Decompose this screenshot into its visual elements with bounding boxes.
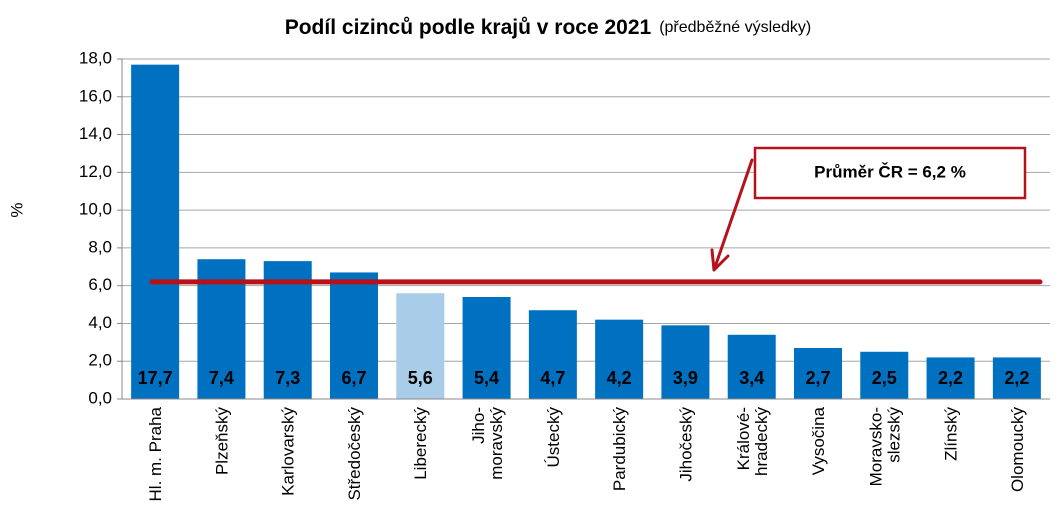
value-label: 5,6: [408, 368, 433, 388]
y-tick-label: 14,0: [79, 124, 112, 143]
value-label: 3,4: [739, 368, 764, 388]
value-label: 7,4: [209, 368, 234, 388]
bar: [330, 272, 378, 399]
bar: [926, 357, 975, 399]
value-label: 2,7: [805, 368, 830, 388]
bar: [462, 297, 511, 399]
y-tick-label: 8,0: [88, 237, 112, 256]
x-tick-label: Karlovarský: [279, 407, 298, 496]
x-tick-label: Hl. m. Praha: [146, 406, 165, 501]
y-tick-label: 10,0: [79, 200, 112, 219]
annotation-box: [753, 146, 1027, 200]
x-tick-label: Vysočina: [809, 406, 828, 475]
bar: [992, 357, 1041, 399]
value-label: 6,7: [341, 368, 366, 388]
x-tick-label: Jihočeský: [676, 407, 695, 482]
y-tick-label: 2,0: [88, 351, 112, 370]
value-label: 2,2: [938, 368, 963, 388]
y-tick-label: 0,0: [88, 388, 112, 407]
value-label: 2,2: [1004, 368, 1029, 388]
bar: [860, 351, 909, 399]
x-tick-label: Plzeňský: [212, 407, 231, 476]
value-label: 17,7: [138, 368, 173, 388]
bar: [727, 334, 776, 399]
value-label: 4,2: [607, 368, 632, 388]
y-tick-label: 16,0: [79, 86, 112, 105]
y-tick-label: 4,0: [88, 313, 112, 332]
x-tick-label: Zlínský: [942, 407, 961, 461]
y-axis-label: %: [7, 202, 26, 217]
value-label: 3,9: [673, 368, 698, 388]
x-tick-label: Středočeský: [345, 407, 364, 501]
x-tick-label: Moravsko-slezský: [867, 407, 904, 487]
x-tick-label: Liberecký: [411, 407, 430, 480]
value-label: 4,7: [540, 368, 565, 388]
bar: [595, 319, 644, 399]
y-tick-label: 6,0: [88, 275, 112, 294]
x-tick-label: Olomoucký: [1008, 407, 1027, 493]
y-tick-label: 18,0: [79, 48, 112, 67]
bar: [396, 293, 445, 399]
subtitle: (předběžné výsledky): [659, 19, 811, 36]
annotation-arrow: [710, 158, 754, 272]
value-label: 2,5: [872, 368, 897, 388]
value-label: 5,4: [474, 368, 499, 388]
x-tick-label: Králové-hradecký: [734, 407, 771, 476]
annotation-label: Průměr ČR = 6,2 %: [814, 162, 966, 181]
x-tick-label: Jiho-moravský: [469, 407, 506, 480]
bar: [794, 348, 842, 399]
x-tick-label: Ústecký: [544, 407, 563, 468]
bar: [131, 64, 180, 400]
bar: [661, 325, 710, 399]
value-label: 7,3: [275, 368, 300, 388]
y-tick-label: 12,0: [79, 162, 112, 181]
x-tick-label: Pardubický: [610, 407, 629, 492]
title: Podíl cizinců podle krajů v roce 2021: [285, 16, 652, 39]
chart-title: Podíl cizinců podle krajů v roce 2021 (př…: [285, 16, 812, 39]
bar: [528, 310, 577, 399]
